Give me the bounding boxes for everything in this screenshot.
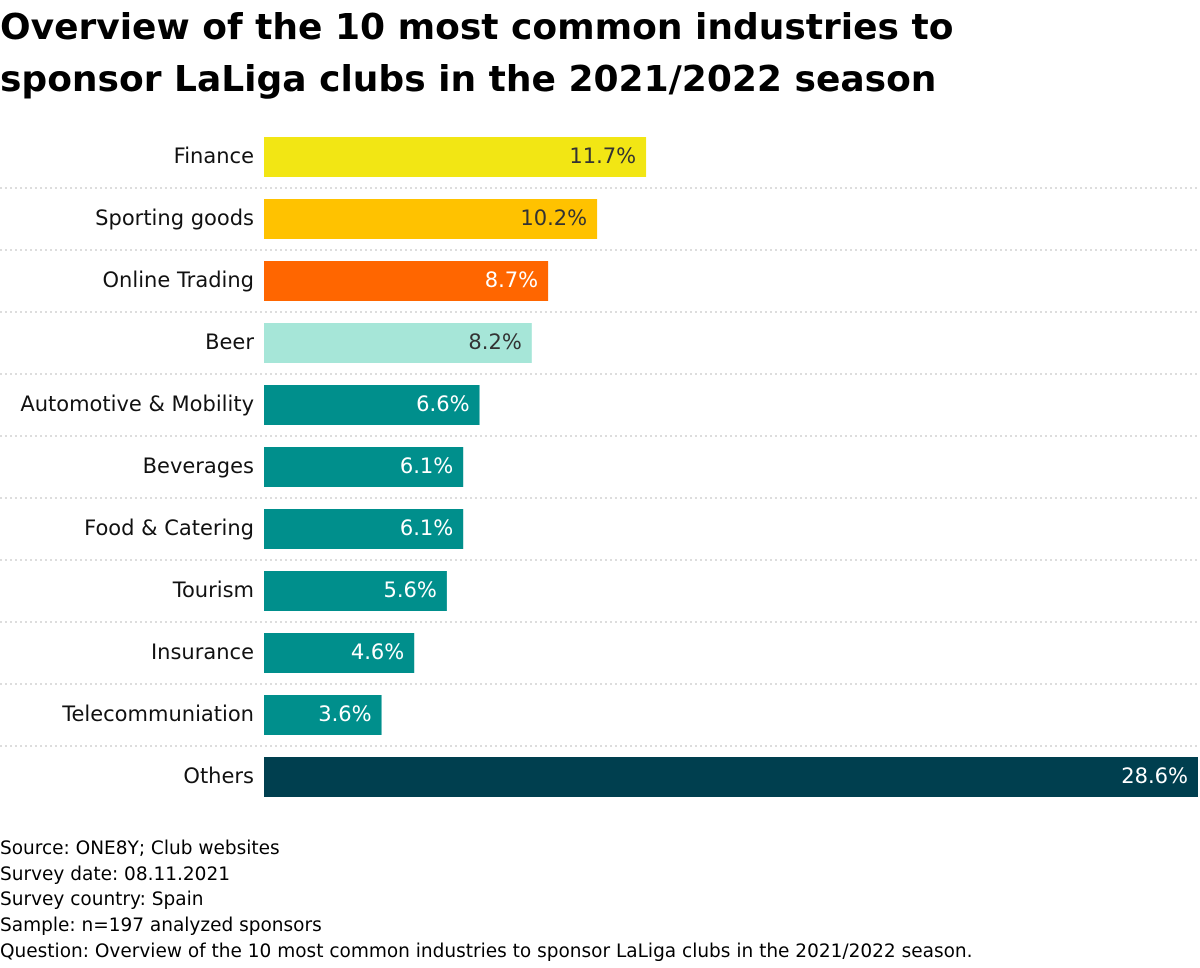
value-label: 6.1% [400, 454, 453, 478]
category-label: Food & Catering [84, 516, 254, 540]
value-label: 8.7% [485, 268, 538, 292]
category-label: Beer [205, 330, 254, 354]
bar [264, 571, 447, 611]
category-label: Telecommuniation [61, 702, 254, 726]
category-label: Sporting goods [95, 206, 254, 230]
category-label: Insurance [151, 640, 254, 664]
chart: Finance 11.7% Sporting goods 10.2% Online Tr… [0, 137, 1200, 797]
bar [264, 385, 480, 425]
note: Question: Overview of the 10 most common… [0, 940, 973, 962]
value-label: 10.2% [520, 206, 587, 230]
bar [264, 261, 549, 301]
note: Survey country: Spain [0, 889, 204, 911]
value-label: 6.1% [400, 516, 453, 540]
bar [264, 633, 415, 673]
bar [264, 695, 382, 735]
category-label: Finance [174, 144, 254, 168]
bar [264, 199, 598, 239]
category-label: Automotive & Mobility [20, 392, 254, 416]
note: Source: ONE8Y; Club websites [0, 838, 280, 859]
bar [264, 137, 647, 177]
value-label: 8.2% [468, 330, 521, 354]
value-label: 6.6% [416, 392, 469, 416]
category-label: Online Trading [103, 268, 254, 292]
bar [264, 757, 1198, 797]
value-label: 5.6% [384, 578, 437, 602]
bar [264, 447, 464, 487]
bar [264, 323, 532, 363]
notes: Source: ONE8Y; Club websites Survey date:… [0, 836, 973, 965]
category-label: Tourism [172, 578, 254, 602]
value-label: 3.6% [318, 702, 371, 726]
value-label: 11.7% [569, 144, 636, 168]
note: Survey date: 08.11.2021 [0, 863, 230, 885]
category-label: Beverages [143, 454, 254, 478]
bar [264, 509, 464, 549]
category-label: Others [183, 764, 254, 788]
value-label: 4.6% [351, 640, 404, 664]
value-label: 28.6% [1121, 764, 1188, 788]
chart-title: Overview of the 10 most common industrie… [0, 7, 954, 100]
note: Sample: n=197 analyzed sponsors [0, 915, 322, 937]
